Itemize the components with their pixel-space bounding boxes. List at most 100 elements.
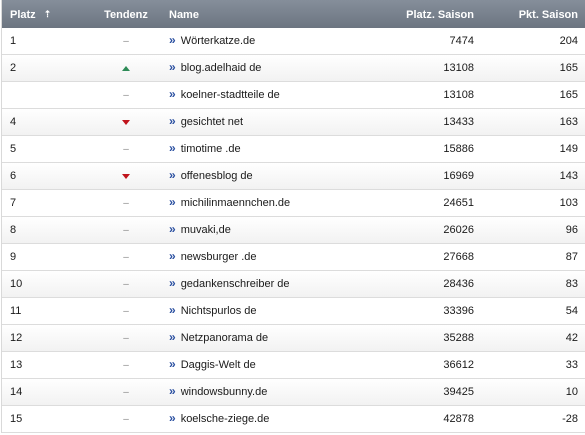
trend-up-icon — [122, 65, 130, 71]
double-chevron-right-icon: » — [169, 167, 176, 182]
cell-platz: 1 — [10, 35, 17, 47]
column-header-platz-saison-label: Platz. Saison — [406, 9, 474, 21]
double-chevron-right-icon: » — [169, 275, 176, 290]
table-row: 13 – » Daggis-Welt de 36612 33 — [2, 352, 585, 379]
double-chevron-right-icon: » — [169, 410, 176, 425]
trend-unchanged-dash: – — [123, 278, 129, 290]
blog-name-link[interactable]: michilinmaennchen.de — [180, 197, 291, 209]
table-row: 11 – » Nichtspurlos de 33396 54 — [2, 298, 585, 325]
cell-platz: 5 — [10, 143, 17, 155]
blog-name-link[interactable]: Nichtspurlos de — [180, 305, 257, 317]
cell-tendenz: – — [86, 136, 166, 162]
double-chevron-right-icon: » — [169, 113, 176, 128]
cell-platz-saison: 28436 — [443, 278, 474, 290]
table-row: 15 – » koelsche-ziege.de 42878 -28 — [2, 406, 585, 433]
cell-platz-saison: 27668 — [443, 251, 474, 263]
cell-pkt-saison: 33 — [565, 359, 578, 371]
cell-platz: 4 — [10, 116, 17, 128]
cell-name: » windowsbunny.de — [166, 379, 354, 405]
table-row: 9 – » newsburger .de 27668 87 — [2, 244, 585, 271]
double-chevron-right-icon: » — [169, 329, 176, 344]
cell-platz-saison: 33396 — [443, 305, 474, 317]
cell-tendenz: – — [86, 406, 166, 432]
blog-name-link[interactable]: newsburger .de — [180, 251, 257, 263]
cell-name: » newsburger .de — [166, 244, 354, 270]
table-header: Platz ⇡ Tendenz Name Platz. Saison Pkt. … — [2, 0, 585, 28]
blog-name-link[interactable]: Netzpanorama de — [180, 332, 269, 344]
column-header-platz[interactable]: Platz ⇡ — [2, 0, 86, 28]
double-chevron-right-icon: » — [169, 140, 176, 155]
cell-platz-saison: 36612 — [443, 359, 474, 371]
cell-tendenz: – — [86, 325, 166, 351]
blog-name-link[interactable]: Wörterkatze.de — [180, 35, 256, 47]
column-header-name-label: Name — [169, 9, 199, 21]
double-chevron-right-icon: » — [169, 59, 176, 74]
trend-unchanged-dash: – — [123, 332, 129, 344]
cell-platz: 2 — [10, 62, 17, 74]
column-header-pkt-saison[interactable]: Pkt. Saison — [474, 0, 585, 28]
double-chevron-right-icon: » — [169, 32, 176, 47]
blog-name-link[interactable]: windowsbunny.de — [180, 386, 268, 398]
cell-pkt-saison: 87 — [565, 251, 578, 263]
cell-platz-saison: 7474 — [449, 35, 474, 47]
trend-unchanged-dash: – — [123, 386, 129, 398]
column-header-tendenz-label: Tendenz — [104, 9, 148, 21]
column-header-platz-label: Platz — [10, 9, 36, 21]
blog-name-link[interactable]: muvaki,de — [180, 224, 231, 236]
table-row: 7 – » michilinmaennchen.de 24651 103 — [2, 190, 585, 217]
blog-name-link[interactable]: Daggis-Welt de — [180, 359, 256, 371]
cell-pkt-saison: 149 — [559, 143, 578, 155]
cell-tendenz: – — [86, 379, 166, 405]
blog-name-link[interactable]: koelsche-ziege.de — [180, 413, 270, 425]
cell-pkt-saison: 163 — [559, 116, 578, 128]
cell-platz: 9 — [10, 251, 17, 263]
cell-platz: 7 — [10, 197, 17, 209]
column-header-tendenz[interactable]: Tendenz — [86, 0, 166, 28]
trend-unchanged-dash: – — [123, 359, 129, 371]
cell-platz — [2, 82, 86, 108]
cell-tendenz: – — [86, 190, 166, 216]
double-chevron-right-icon: » — [169, 194, 176, 209]
trend-unchanged-dash: – — [123, 89, 129, 101]
cell-platz-saison: 13108 — [443, 89, 474, 101]
blog-name-link[interactable]: timotime .de — [180, 143, 241, 155]
cell-platz-saison: 13433 — [443, 116, 474, 128]
blog-name-link[interactable]: koelner-stadtteile de — [180, 89, 280, 101]
double-chevron-right-icon: » — [169, 248, 176, 263]
blog-name-link[interactable]: gedankenschreiber de — [180, 278, 290, 290]
cell-platz: 10 — [10, 278, 23, 290]
cell-name: » koelner-stadtteile de — [166, 82, 354, 108]
trend-unchanged-dash: – — [123, 251, 129, 263]
cell-pkt-saison: 204 — [559, 35, 578, 47]
double-chevron-right-icon: » — [169, 86, 176, 101]
cell-platz: 11 — [10, 305, 22, 317]
cell-tendenz — [86, 163, 166, 189]
cell-pkt-saison: 83 — [565, 278, 578, 290]
cell-tendenz: – — [86, 298, 166, 324]
cell-name: » koelsche-ziege.de — [166, 406, 354, 432]
cell-name: » Daggis-Welt de — [166, 352, 354, 378]
column-header-platz-saison[interactable]: Platz. Saison — [354, 0, 474, 28]
cell-tendenz: – — [86, 244, 166, 270]
cell-platz-saison: 16969 — [443, 170, 474, 182]
cell-platz: 8 — [10, 224, 17, 236]
blog-name-link[interactable]: offenesblog de — [180, 170, 253, 182]
table-row: 5 – » timotime .de 15886 149 — [2, 136, 585, 163]
trend-unchanged-dash: – — [123, 224, 129, 236]
cell-name: » Nichtspurlos de — [166, 298, 354, 324]
cell-pkt-saison: 42 — [565, 332, 578, 344]
cell-pkt-saison: 96 — [565, 224, 578, 236]
sort-up-icon[interactable]: ⇡ — [43, 9, 52, 19]
cell-name: » blog.adelhaid de — [166, 55, 354, 81]
blog-name-link[interactable]: gesichtet net — [180, 116, 244, 128]
trend-unchanged-dash: – — [123, 35, 129, 47]
table-row: 8 – » muvaki,de 26026 96 — [2, 217, 585, 244]
trend-unchanged-dash: – — [123, 143, 129, 155]
cell-platz: 12 — [10, 332, 23, 344]
cell-tendenz: – — [86, 217, 166, 243]
trend-down-icon — [122, 173, 130, 179]
column-header-name[interactable]: Name — [166, 0, 354, 28]
blog-name-link[interactable]: blog.adelhaid de — [180, 62, 262, 74]
cell-platz: 14 — [10, 386, 23, 398]
table-body: 1 – » Wörterkatze.de 7474 204 2 » blog.adelhaid … — [2, 28, 585, 433]
